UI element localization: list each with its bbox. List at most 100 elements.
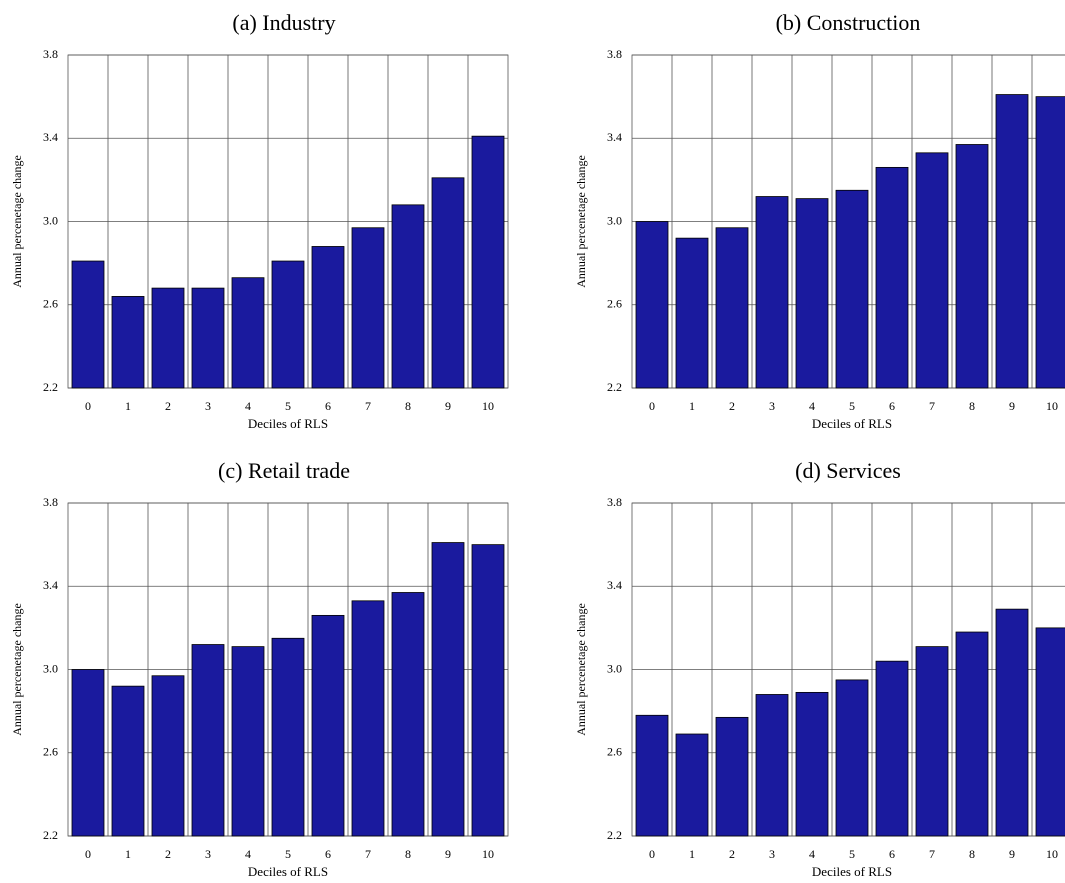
x-tick-label: 0 [85, 847, 91, 861]
x-tick-label: 8 [405, 847, 411, 861]
x-tick-label: 2 [165, 399, 171, 413]
y-tick-label: 3.8 [607, 47, 622, 61]
bar [795, 198, 829, 389]
y-tick-label: 2.2 [607, 828, 622, 842]
bar [675, 733, 709, 837]
y-tick-label: 2.6 [607, 745, 622, 759]
x-tick-label: 0 [649, 399, 655, 413]
x-tick-label: 5 [849, 847, 855, 861]
chart-title: (d) Services [795, 458, 901, 483]
x-tick-label: 2 [729, 399, 735, 413]
bar [755, 196, 789, 389]
bar [915, 646, 949, 837]
x-tick-label: 3 [769, 399, 775, 413]
x-axis-label: Deciles of RLS [248, 416, 328, 431]
bar [835, 189, 869, 389]
y-tick-label: 3.0 [607, 661, 622, 675]
y-tick-label: 2.6 [43, 297, 58, 311]
x-tick-label: 0 [649, 847, 655, 861]
x-tick-label: 6 [325, 847, 331, 861]
chart-title: (b) Construction [776, 10, 921, 35]
y-tick-label: 3.8 [607, 495, 622, 509]
x-tick-label: 6 [889, 399, 895, 413]
x-tick-label: 4 [245, 399, 251, 413]
x-tick-label: 6 [889, 847, 895, 861]
x-tick-label: 1 [689, 847, 695, 861]
x-tick-label: 8 [969, 399, 975, 413]
bar [111, 685, 145, 837]
y-tick-label: 2.6 [43, 745, 58, 759]
bar [391, 592, 425, 837]
x-tick-label: 8 [969, 847, 975, 861]
bar [1035, 627, 1065, 837]
y-tick-label: 3.4 [43, 578, 58, 592]
bar [875, 660, 909, 837]
x-tick-label: 10 [482, 399, 494, 413]
x-tick-label: 1 [125, 399, 131, 413]
y-tick-label: 3.4 [607, 578, 622, 592]
bar [795, 691, 829, 837]
x-tick-label: 4 [809, 399, 815, 413]
y-tick-label: 3.4 [607, 130, 622, 144]
chart-title: (a) Industry [232, 10, 335, 35]
y-tick-label: 3.8 [43, 47, 58, 61]
x-axis-label: Deciles of RLS [812, 416, 892, 431]
x-tick-label: 0 [85, 399, 91, 413]
bar [715, 716, 749, 837]
bar [111, 296, 145, 389]
y-tick-label: 2.2 [607, 380, 622, 394]
x-tick-label: 5 [285, 847, 291, 861]
x-tick-label: 2 [729, 847, 735, 861]
bar [311, 614, 345, 837]
bar [71, 260, 105, 389]
chart-title: (c) Retail trade [218, 458, 350, 483]
bar [875, 166, 909, 389]
x-tick-label: 7 [929, 847, 935, 861]
bar [635, 714, 669, 837]
x-tick-label: 1 [689, 399, 695, 413]
x-tick-label: 2 [165, 847, 171, 861]
x-tick-label: 5 [285, 399, 291, 413]
bar [675, 237, 709, 389]
x-tick-label: 7 [929, 399, 935, 413]
x-tick-label: 10 [1046, 847, 1058, 861]
bar [955, 631, 989, 837]
y-tick-label: 2.6 [607, 297, 622, 311]
bar [995, 608, 1029, 837]
x-axis-label: Deciles of RLS [248, 864, 328, 879]
x-tick-label: 9 [1009, 847, 1015, 861]
x-tick-label: 9 [1009, 399, 1015, 413]
x-axis-label: Deciles of RLS [812, 864, 892, 879]
y-axis-label: Annual percenetage change [574, 155, 588, 288]
bar [471, 135, 505, 389]
x-tick-label: 10 [482, 847, 494, 861]
bar [351, 227, 385, 389]
y-tick-label: 2.2 [43, 828, 58, 842]
bar [915, 152, 949, 389]
x-tick-label: 9 [445, 399, 451, 413]
bar [231, 646, 265, 837]
bar [351, 600, 385, 837]
x-tick-label: 7 [365, 847, 371, 861]
bar [191, 287, 225, 389]
bar [231, 277, 265, 389]
y-tick-label: 3.0 [43, 661, 58, 675]
x-tick-label: 8 [405, 399, 411, 413]
x-tick-label: 4 [809, 847, 815, 861]
y-tick-label: 2.2 [43, 380, 58, 394]
x-tick-label: 3 [205, 847, 211, 861]
y-tick-label: 3.0 [43, 213, 58, 227]
x-tick-label: 7 [365, 399, 371, 413]
x-tick-label: 6 [325, 399, 331, 413]
y-tick-label: 3.8 [43, 495, 58, 509]
y-axis-label: Annual percenetage change [10, 603, 24, 736]
x-tick-label: 1 [125, 847, 131, 861]
x-tick-label: 3 [205, 399, 211, 413]
y-axis-label: Annual percenetage change [574, 603, 588, 736]
bar [471, 544, 505, 837]
bar [271, 637, 305, 837]
bar [271, 260, 305, 389]
bar [995, 94, 1029, 389]
y-tick-label: 3.4 [43, 130, 58, 144]
bar [635, 221, 669, 389]
